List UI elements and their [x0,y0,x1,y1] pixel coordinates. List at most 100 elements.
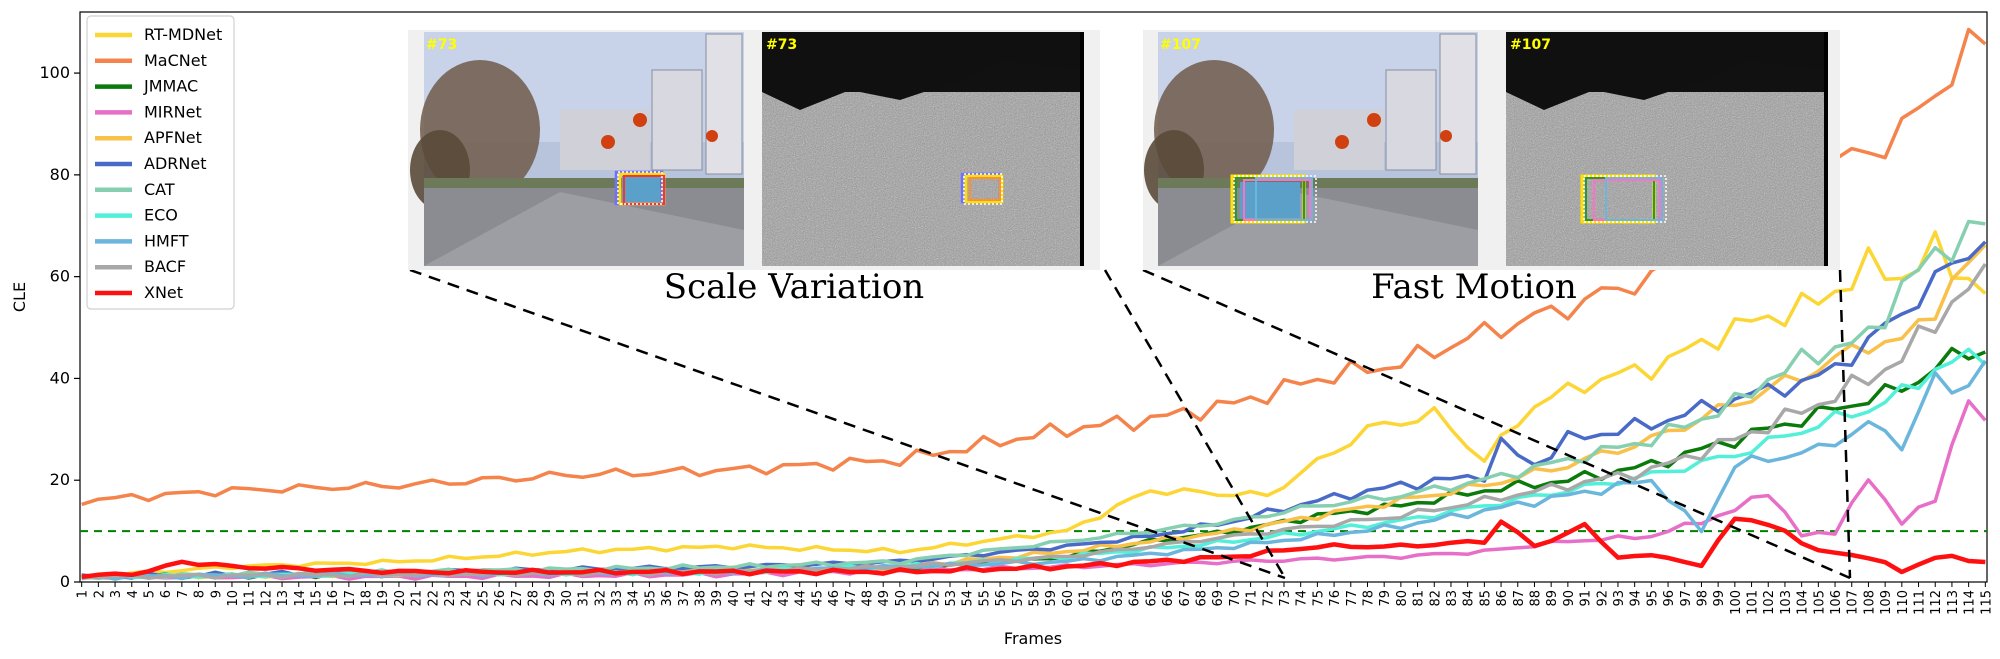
rgb-frame-107: #107 [1144,32,1478,266]
callout-line-motion-right [1838,269,1852,579]
x-tick-label: 104 [1796,590,1811,615]
x-tick-label: 64 [1128,590,1143,607]
x-tick-label: 96 [1662,590,1677,607]
y-axis-ticks: 0 20 40 60 80 100 [39,63,80,591]
legend-label: JMMAC [143,77,198,96]
y-tick-label: 80 [50,165,70,184]
x-tick-label: 81 [1412,590,1427,607]
x-tick-label: 79 [1378,590,1393,607]
x-tick-label: 29 [543,590,558,607]
x-tick-label: 80 [1395,590,1410,607]
x-tick-label: 84 [1462,590,1477,607]
x-tick-label: 101 [1746,590,1761,615]
x-tick-label: 21 [410,590,425,607]
x-tick-label: 53 [944,590,959,607]
x-tick-label: 38 [694,590,709,607]
series-line-xnet [81,516,1986,580]
legend-label: XNet [144,283,183,302]
x-tick-label: 100 [1729,590,1744,615]
x-tick-label: 61 [1078,590,1093,607]
x-tick-label: 68 [1194,590,1209,607]
x-tick-label: 89 [1545,590,1560,607]
x-tick-label: 10 [226,590,241,607]
x-tick-label: 95 [1645,590,1660,607]
x-tick-label: 108 [1862,590,1877,615]
x-tick-label: 7 [176,590,191,598]
x-tick-label: 14 [293,590,308,607]
x-tick-label: 57 [1011,590,1026,607]
legend-label: ADRNet [144,154,206,173]
x-tick-label: 55 [977,590,992,607]
x-tick-label: 28 [527,590,542,607]
x-tick-label: 34 [627,590,642,607]
caption-scale-variation: Scale Variation [664,267,924,307]
x-tick-label: 32 [593,590,608,607]
x-tick-label: 50 [894,590,909,607]
x-tick-label: 33 [610,590,625,607]
x-tick-label: 42 [760,590,775,607]
x-tick-label: 106 [1829,590,1844,615]
x-tick-label: 111 [1913,590,1928,615]
legend-label: HMFT [144,231,189,250]
series-line-rt-mdnet [81,230,1987,578]
x-tick-label: 73 [1278,590,1293,607]
y-axis-label: CLE [10,282,29,312]
x-tick-label: 24 [460,590,475,607]
x-tick-label: 94 [1629,590,1644,607]
x-tick-label: 54 [961,590,976,607]
x-tick-label: 37 [677,590,692,607]
x-tick-label: 97 [1679,590,1694,607]
x-tick-label: 74 [1295,590,1310,607]
x-tick-label: 45 [810,590,825,607]
x-tick-label: 2 [92,590,107,598]
x-tick-label: 87 [1512,590,1527,607]
legend: RT-MDNet MaCNet JMMAC MIRNet APFNet ADRNet CAT… [86,15,235,310]
x-tick-label: 23 [443,590,458,607]
x-tick-label: 19 [376,590,391,607]
y-tick-label: 0 [60,572,70,591]
x-tick-label: 88 [1528,590,1543,607]
x-tick-label: 41 [744,590,759,607]
x-tick-label: 75 [1311,590,1326,607]
series-layer [81,27,1987,581]
y-tick-label: 100 [39,63,70,82]
x-tick-label: 39 [710,590,725,607]
thermal-frame-107: #107 [1506,32,1828,266]
x-tick-label: 91 [1579,590,1594,607]
rgb-frame-73: #73 [410,32,744,266]
x-tick-label: 107 [1846,590,1861,615]
legend-label: MIRNet [144,102,202,121]
callout-lines [409,268,1852,580]
x-tick-label: 4 [126,590,141,598]
x-tick-label: 12 [259,590,274,607]
x-tick-label: 69 [1211,590,1226,607]
x-tick-label: 113 [1946,590,1961,615]
x-tick-label: 62 [1094,590,1109,607]
x-tick-label: 77 [1345,590,1360,607]
x-tick-label: 85 [1478,590,1493,607]
y-tick-label: 20 [50,470,70,489]
x-tick-label: 3 [109,590,124,598]
x-tick-label: 92 [1595,590,1610,607]
x-tick-label: 51 [911,590,926,607]
x-tick-label: 58 [1028,590,1043,607]
x-tick-label: 44 [794,590,809,607]
x-tick-label: 1 [76,590,91,598]
x-tick-label: 26 [493,590,508,607]
x-tick-label: 52 [927,590,942,607]
thermal-frame-73: #73 [762,32,1084,266]
y-tick-label: 40 [50,368,70,387]
x-tick-label: 110 [1896,590,1911,615]
x-tick-label: 112 [1929,590,1944,615]
x-axis-label: Frames [1004,629,1062,648]
x-tick-label: 103 [1779,590,1794,615]
y-tick-label: 60 [50,267,70,286]
x-tick-label: 48 [861,590,876,607]
x-tick-label: 66 [1161,590,1176,607]
legend-label: RT-MDNet [144,25,222,44]
x-tick-label: 49 [877,590,892,607]
legend-label: BACF [144,257,186,276]
x-axis-ticks: 1 2 3 4 5 6 7 8 9 10 11 12 13 14 15 16 17 18 19 20 21 22 23 24 2… [76,582,1994,615]
x-tick-label: 47 [844,590,859,607]
x-tick-label: 67 [1178,590,1193,607]
